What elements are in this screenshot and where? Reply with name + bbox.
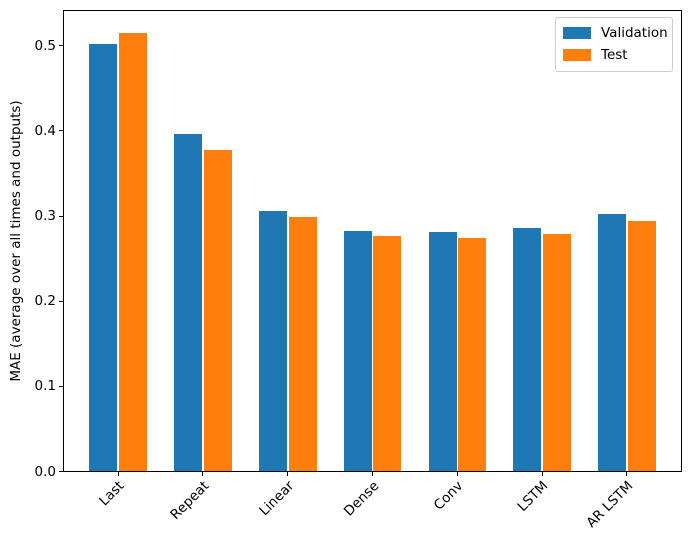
legend: Validation Test [555, 17, 673, 72]
legend-item-test: Test [556, 44, 672, 66]
x-tick-mark [626, 472, 628, 476]
y-tick-label: 0.3 [34, 208, 56, 224]
bar-test-dense [373, 236, 402, 472]
bar-validation-dense [343, 230, 372, 472]
x-tick-label: LSTM [514, 478, 552, 515]
x-tick-mark [117, 472, 119, 476]
bar-test-last [119, 32, 147, 472]
bar-validation-last [89, 44, 118, 472]
x-tick-label: Dense [340, 478, 382, 520]
bar-test-linear [288, 216, 317, 472]
plot-area [63, 10, 682, 472]
bar-test-ar-lstm [627, 221, 656, 472]
x-tick-mark [456, 472, 458, 476]
x-tick-mark [541, 472, 543, 476]
x-tick-mark [202, 472, 204, 476]
x-tick-label: Repeat [167, 478, 213, 523]
y-tick-mark [59, 130, 63, 132]
x-tick-mark [372, 472, 373, 476]
y-axis-label: MAE (average over all times and outputs) [8, 100, 24, 382]
bar-validation-repeat [174, 134, 203, 472]
y-tick-mark [59, 471, 63, 472]
x-tick-label: Conv [431, 478, 467, 514]
bar-validation-lstm [513, 227, 542, 472]
bar-validation-linear [258, 210, 287, 472]
legend-item-validation: Validation [556, 22, 672, 44]
y-tick-label: 0.4 [34, 122, 56, 139]
bar-test-lstm [542, 233, 571, 472]
legend-label-test: Test [601, 47, 628, 63]
x-tick-label: Linear [256, 478, 298, 519]
y-tick-mark [59, 215, 63, 217]
y-tick-label: 0.5 [34, 37, 56, 54]
y-tick-mark [59, 300, 63, 302]
bar-validation-conv [428, 232, 457, 472]
y-tick-label: 0.1 [34, 378, 56, 395]
x-tick-mark [287, 472, 289, 476]
bar-test-repeat [203, 150, 232, 472]
y-tick-label: 0.0 [34, 463, 56, 480]
test-color-swatch [563, 49, 591, 61]
y-tick-mark [59, 45, 63, 47]
x-tick-label: Last [96, 478, 128, 510]
bar-validation-ar-lstm [598, 214, 627, 472]
y-tick-label: 0.2 [34, 293, 56, 310]
bar-test-conv [458, 238, 487, 472]
y-tick-mark [59, 385, 63, 387]
legend-label-validation: Validation [601, 25, 668, 41]
x-tick-label: AR LSTM [583, 478, 637, 531]
validation-color-swatch [563, 27, 591, 39]
